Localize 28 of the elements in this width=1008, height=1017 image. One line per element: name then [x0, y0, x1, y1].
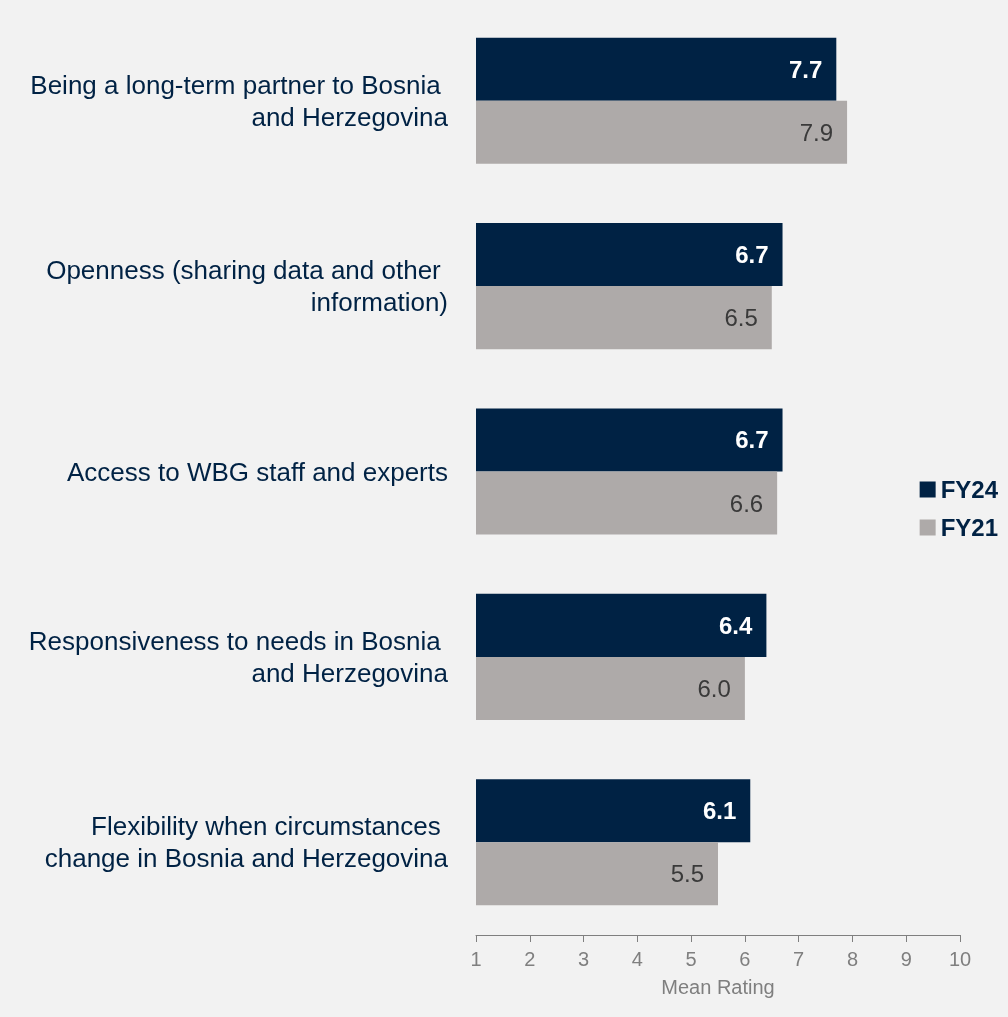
legend-label: FY24	[940, 476, 999, 503]
y-tick-label: Responsiveness to needs in Bosnia and Herzegovina	[28, 625, 449, 688]
data-label: 6.7	[735, 426, 769, 454]
x-tick-label: 6	[739, 948, 751, 970]
x-tick-label: 2	[524, 948, 536, 970]
x-tick-label: 1	[470, 948, 482, 970]
x-tick-label: 3	[577, 948, 590, 970]
x-tick-label: 10	[948, 948, 972, 970]
data-label: 6.1	[702, 797, 737, 825]
data-label: 7.9	[799, 118, 834, 146]
x-tick-label: 5	[685, 948, 697, 970]
legend-label: FY21	[940, 514, 999, 541]
data-label: 6.4	[719, 611, 754, 639]
data-label: 7.7	[788, 55, 823, 83]
data-label: 6.7	[735, 241, 769, 269]
data-label: 6.6	[729, 489, 764, 517]
data-label: 6.0	[697, 674, 731, 702]
x-axis-title: Mean Rating	[661, 976, 775, 998]
y-tick-label: Access to WBG staff and experts	[66, 456, 448, 487]
y-tick-label: Being a long-term partner to Bosnia and Herzegovina	[30, 69, 449, 132]
x-tick-label: 7	[793, 948, 805, 970]
x-tick-label: 4	[631, 948, 643, 970]
x-tick-label: 8	[846, 948, 859, 970]
data-label: 6.5	[724, 304, 758, 332]
x-tick-label: 9	[900, 948, 912, 970]
y-tick-label: Openness (sharing data and other information)	[46, 255, 448, 318]
data-label: 5.5	[670, 860, 704, 888]
y-tick-label: Flexibility when circumstances change in Bosnia and Herzegovina	[44, 811, 449, 874]
